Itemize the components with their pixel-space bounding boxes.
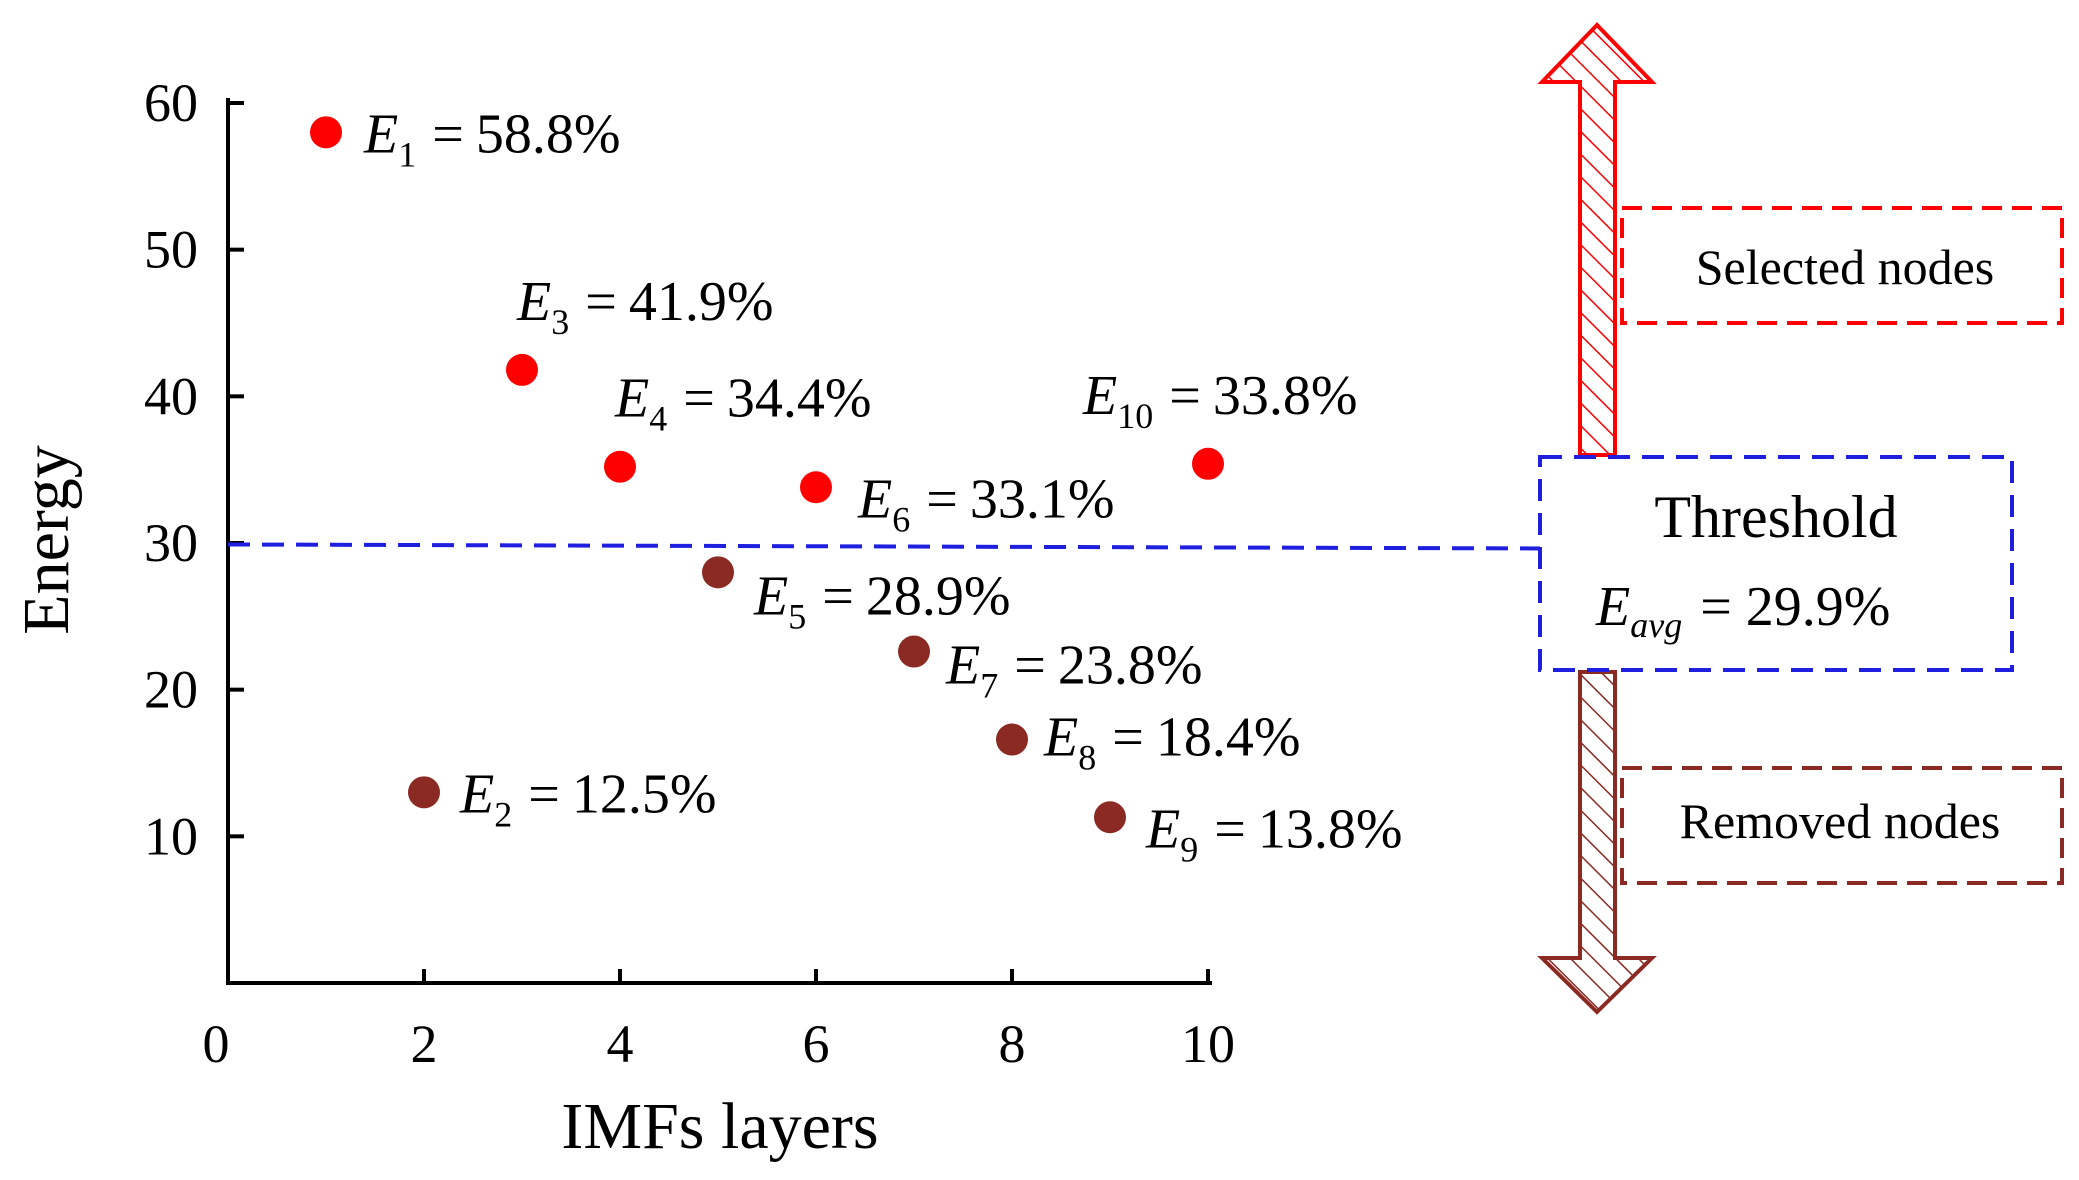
data-label-subscript: 3	[551, 302, 569, 342]
data-label-e3: E3 = 41.9%	[516, 271, 773, 342]
y-tick-label: 20	[144, 660, 198, 720]
data-label-subscript: 4	[649, 399, 667, 439]
data-label-value: 28.9%	[866, 565, 1011, 627]
threshold-line	[227, 542, 1541, 551]
x-tick-label: 6	[803, 1014, 830, 1074]
removed-nodes-arrow-icon	[1537, 670, 1657, 1015]
x-axis-title: IMFs layers	[561, 1090, 878, 1163]
data-label-subscript: 10	[1117, 396, 1153, 436]
data-label-eq: =	[1169, 365, 1201, 427]
data-label-value: 12.5%	[572, 763, 717, 825]
data-label-eq: =	[1214, 798, 1246, 860]
data-label-subscript: 1	[398, 134, 416, 174]
y-axis-title: Energy	[10, 445, 83, 634]
data-point-e3	[506, 353, 538, 386]
data-label-e10: E10 = 33.8%	[1082, 365, 1357, 436]
x-tick-label: 10	[1181, 1014, 1235, 1074]
data-label-e4: E4 = 34.4%	[614, 368, 871, 439]
threshold-title: Threshold	[1654, 484, 1897, 550]
data-label-value: 23.8%	[1058, 635, 1203, 697]
removed-nodes-label: Removed nodes	[1680, 793, 2001, 849]
data-label-e2: E2 = 12.5%	[459, 763, 716, 834]
data-label-eq: =	[1112, 707, 1144, 769]
data-point-e7	[898, 635, 930, 668]
data-point-e4	[604, 450, 636, 483]
data-label-value: 33.8%	[1213, 365, 1358, 427]
data-label-value: 18.4%	[1156, 707, 1301, 769]
data-label-subscript: 8	[1078, 738, 1096, 778]
data-label-eq: =	[585, 271, 617, 333]
data-label-eq: =	[528, 763, 560, 825]
data-point-e1	[310, 116, 342, 149]
selected-nodes-box	[1620, 206, 2064, 325]
data-point-e2	[408, 776, 440, 809]
data-label-eq: =	[926, 468, 958, 530]
data-point-e6	[800, 471, 832, 504]
data-label-e7: E7 = 23.8%	[945, 635, 1202, 706]
selected-nodes-arrow-icon	[1537, 22, 1657, 457]
data-label-subscript: 9	[1180, 829, 1198, 869]
threshold-subscript: avg	[1630, 605, 1682, 645]
data-label-e1: E1 = 58.8%	[363, 103, 620, 174]
threshold-eq: =	[1700, 576, 1732, 638]
x-tick-label: 8	[999, 1014, 1026, 1074]
y-tick-label: 30	[144, 513, 198, 573]
data-label-e8: E8 = 18.4%	[1043, 707, 1300, 778]
data-label-eq: =	[822, 565, 854, 627]
data-point-e9	[1094, 801, 1126, 834]
data-label-value: 34.4%	[727, 368, 872, 430]
data-label-eq: =	[1014, 635, 1046, 697]
data-label-eq: =	[683, 368, 715, 430]
removed-nodes-box	[1620, 766, 2064, 885]
data-label-subscript: 2	[494, 794, 512, 834]
data-label-subscript: 5	[788, 596, 806, 636]
selected-nodes-label: Selected nodes	[1696, 239, 1995, 295]
x-tick-label: 0	[203, 1014, 230, 1074]
x-tick-label: 4	[607, 1014, 634, 1074]
y-tick-label: 50	[144, 220, 198, 280]
data-point-e10	[1192, 447, 1224, 480]
data-label-eq: =	[432, 103, 464, 165]
y-tick-label: 40	[144, 366, 198, 426]
threshold-box	[1538, 455, 2014, 672]
data-label-subscript: 7	[980, 666, 998, 706]
data-label-value: 58.8%	[476, 103, 621, 165]
data-label-subscript: 6	[892, 499, 910, 539]
data-point-e5	[702, 556, 734, 589]
data-label-e9: E9 = 13.8%	[1145, 798, 1402, 869]
threshold-symbol: E	[1595, 576, 1630, 638]
data-label-e6: E6 = 33.1%	[857, 468, 1114, 539]
data-point-e8	[996, 723, 1028, 756]
y-tick-label: 10	[144, 806, 198, 866]
data-label-value: 41.9%	[629, 271, 774, 333]
threshold-formula: Eavg = 29.9%	[1595, 576, 1890, 645]
data-label-value: 13.8%	[1258, 798, 1403, 860]
x-tick-label: 2	[411, 1014, 438, 1074]
y-tick-label: 60	[144, 73, 198, 133]
threshold-value: 29.9%	[1746, 576, 1891, 638]
data-label-value: 33.1%	[970, 468, 1115, 530]
data-label-e5: E5 = 28.9%	[753, 565, 1010, 636]
